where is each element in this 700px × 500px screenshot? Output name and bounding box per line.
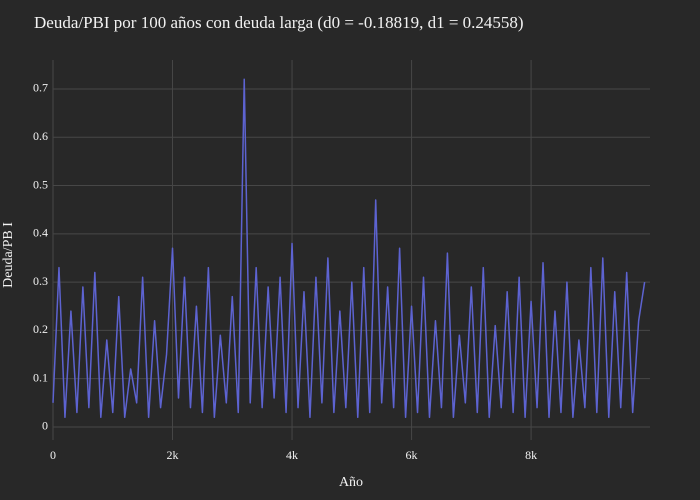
x-tick-label: 2k (167, 448, 179, 462)
y-tick-label: 0.2 (33, 322, 48, 336)
x-tick-label: 6k (406, 448, 418, 462)
y-tick-label: 0.1 (33, 370, 48, 384)
chart-title: Deuda/PBI por 100 años con deuda larga (… (34, 13, 524, 32)
y-tick-label: 0.4 (33, 226, 48, 240)
x-tick-label: 4k (286, 448, 298, 462)
y-tick-label: 0.3 (33, 274, 48, 288)
y-tick-label: 0 (42, 419, 48, 433)
x-tick-label: 0 (50, 448, 56, 462)
y-axis-label: Deuda/PB I (1, 222, 16, 288)
y-tick-label: 0.7 (33, 81, 48, 95)
x-tick-label: 8k (525, 448, 537, 462)
y-tick-label: 0.5 (33, 177, 48, 191)
y-tick-label: 0.6 (33, 129, 48, 143)
line-series (52, 78, 646, 419)
x-axis-label: Año (339, 475, 363, 490)
